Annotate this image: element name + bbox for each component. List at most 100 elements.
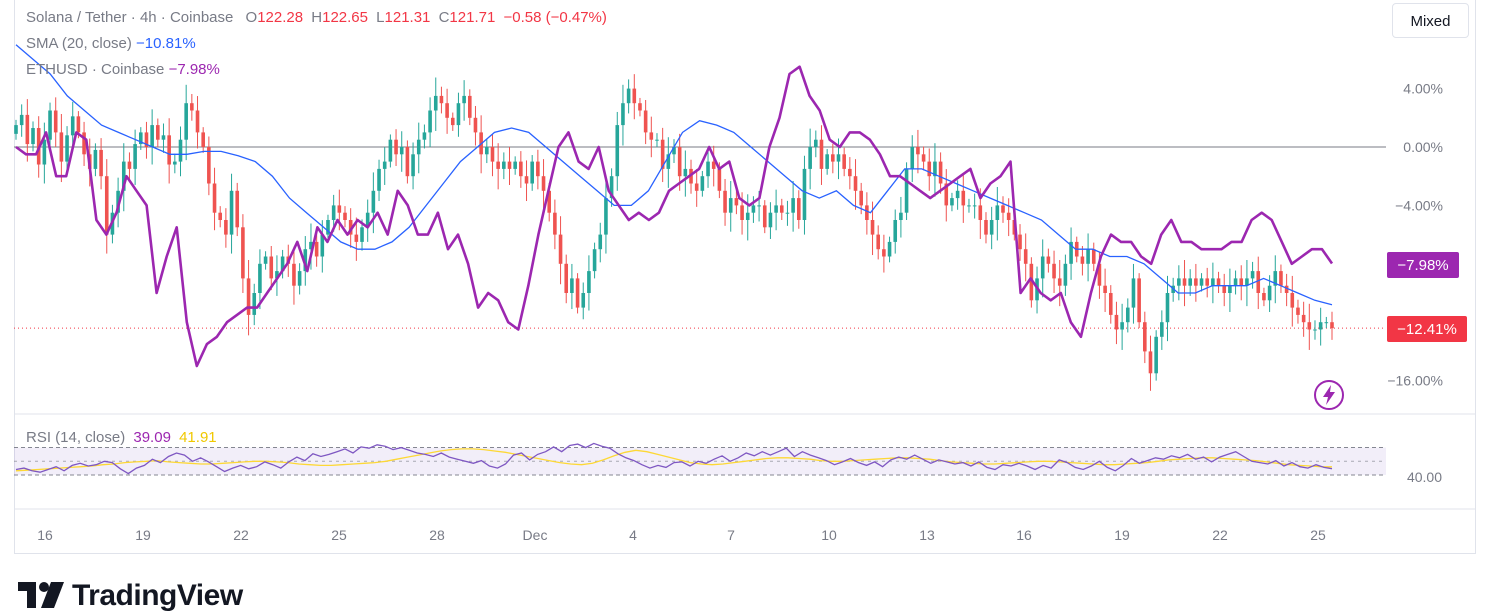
candle-body xyxy=(1023,249,1028,264)
candle-body xyxy=(592,249,597,272)
candle-body xyxy=(411,154,415,177)
candle-body xyxy=(337,205,342,213)
compare-legend[interactable]: ETHUSD · Coinbase −7.98% xyxy=(26,61,220,78)
candle-body xyxy=(218,212,223,220)
x-tick-label: 22 xyxy=(233,527,249,543)
main-legend: Solana / Tether · 4h · Coinbase O122.28 … xyxy=(26,9,607,26)
sma-legend[interactable]: SMA (20, close) −10.81% xyxy=(26,35,196,52)
candle-body xyxy=(887,241,892,257)
candle-body xyxy=(1279,271,1283,286)
candle-body xyxy=(490,147,495,162)
candle-body xyxy=(955,190,960,199)
candle-body xyxy=(1137,278,1141,323)
rsi-pane xyxy=(14,442,1386,476)
x-tick-label: 7 xyxy=(727,527,735,543)
candle-body xyxy=(1165,293,1170,323)
candle-body xyxy=(768,212,773,228)
candle-body xyxy=(82,132,86,155)
candle-body xyxy=(314,241,319,257)
candle-body xyxy=(978,205,983,220)
candle-body xyxy=(195,110,200,133)
price-badge: −12.41% xyxy=(1387,316,1467,342)
candle-body xyxy=(496,161,500,169)
candle-body xyxy=(785,212,790,214)
candle-body xyxy=(848,168,852,177)
candle-body xyxy=(1108,293,1113,315)
candle-body xyxy=(683,168,688,177)
candle-body xyxy=(882,249,886,257)
candle-body xyxy=(19,114,24,126)
candle-body xyxy=(536,161,540,177)
candle-body xyxy=(173,161,177,165)
candle-body xyxy=(553,212,557,235)
symbol-label[interactable]: Solana / Tether · 4h · Coinbase xyxy=(26,9,234,26)
candle-body xyxy=(938,161,943,184)
candle-body xyxy=(144,132,149,147)
candle-body xyxy=(178,139,183,162)
candle-body xyxy=(275,271,279,279)
candle-body xyxy=(876,234,881,250)
candle-body xyxy=(405,147,410,177)
candle-body xyxy=(212,183,217,213)
candle-body xyxy=(1211,278,1215,286)
tradingview-logo-icon[interactable] xyxy=(18,582,68,608)
candle-body xyxy=(53,110,58,133)
sma-value: −10.81% xyxy=(136,35,196,52)
chart-canvas[interactable]: 4.00% 0.00% −4.00% −16.00% 40.00 16 19 22 25 28 De… xyxy=(0,0,1491,600)
rsi-y-tick-label: 40.00 xyxy=(1407,469,1442,485)
candle-body xyxy=(547,190,552,213)
candle-body xyxy=(791,198,795,213)
candle-body xyxy=(802,168,807,220)
candle-body xyxy=(836,154,841,162)
candle-body xyxy=(1120,322,1124,330)
chart-frame xyxy=(14,0,1476,554)
candle-body xyxy=(904,168,909,213)
candle-body xyxy=(734,198,739,206)
candle-body xyxy=(711,161,716,169)
candle-body xyxy=(1001,205,1005,213)
candle-body xyxy=(433,95,438,111)
candle-body xyxy=(445,103,449,118)
candle-body xyxy=(751,205,756,213)
sma-line xyxy=(15,44,1333,306)
candle-body xyxy=(70,116,75,136)
candle-body xyxy=(927,161,932,177)
ethusd-badge-label: −7.98% xyxy=(1397,257,1448,274)
candle-body xyxy=(450,117,455,126)
x-tick-label: 28 xyxy=(429,527,445,543)
candle-body xyxy=(371,190,376,213)
tradingview-logo-text[interactable]: TradingView xyxy=(72,579,243,612)
candle-body xyxy=(944,183,949,206)
candle-body xyxy=(1290,293,1295,308)
candle-body xyxy=(1018,234,1022,250)
candle-body xyxy=(416,139,421,155)
lightning-bolt-icon[interactable] xyxy=(1313,379,1345,411)
candle-body xyxy=(575,278,580,308)
low-label: L xyxy=(376,9,385,26)
candle-body xyxy=(320,234,325,257)
candle-body xyxy=(950,198,954,206)
high-value: 122.65 xyxy=(322,9,368,26)
candle-body xyxy=(1239,278,1244,286)
candle-body xyxy=(190,103,194,111)
candle-body xyxy=(967,205,971,207)
candle-body xyxy=(615,125,620,177)
candle-body xyxy=(984,220,988,235)
candle-body xyxy=(745,212,750,220)
scale-mode-button[interactable]: Mixed xyxy=(1392,3,1469,38)
rsi-label: RSI (14, close) xyxy=(26,429,126,446)
candle-body xyxy=(1057,278,1062,286)
candle-body xyxy=(269,256,274,279)
candle-body xyxy=(1131,278,1136,308)
rsi-legend[interactable]: RSI (14, close) 39.09 41.91 xyxy=(26,429,217,446)
candle-body xyxy=(1267,285,1272,301)
candlestick-series xyxy=(14,74,1334,391)
candle-body xyxy=(428,110,432,133)
candle-body xyxy=(104,176,109,235)
candle-body xyxy=(779,205,784,213)
candle-body xyxy=(831,154,835,162)
candle-body xyxy=(1273,271,1278,286)
high-label: H xyxy=(311,9,323,26)
candle-body xyxy=(382,161,387,169)
candle-body xyxy=(893,220,898,242)
